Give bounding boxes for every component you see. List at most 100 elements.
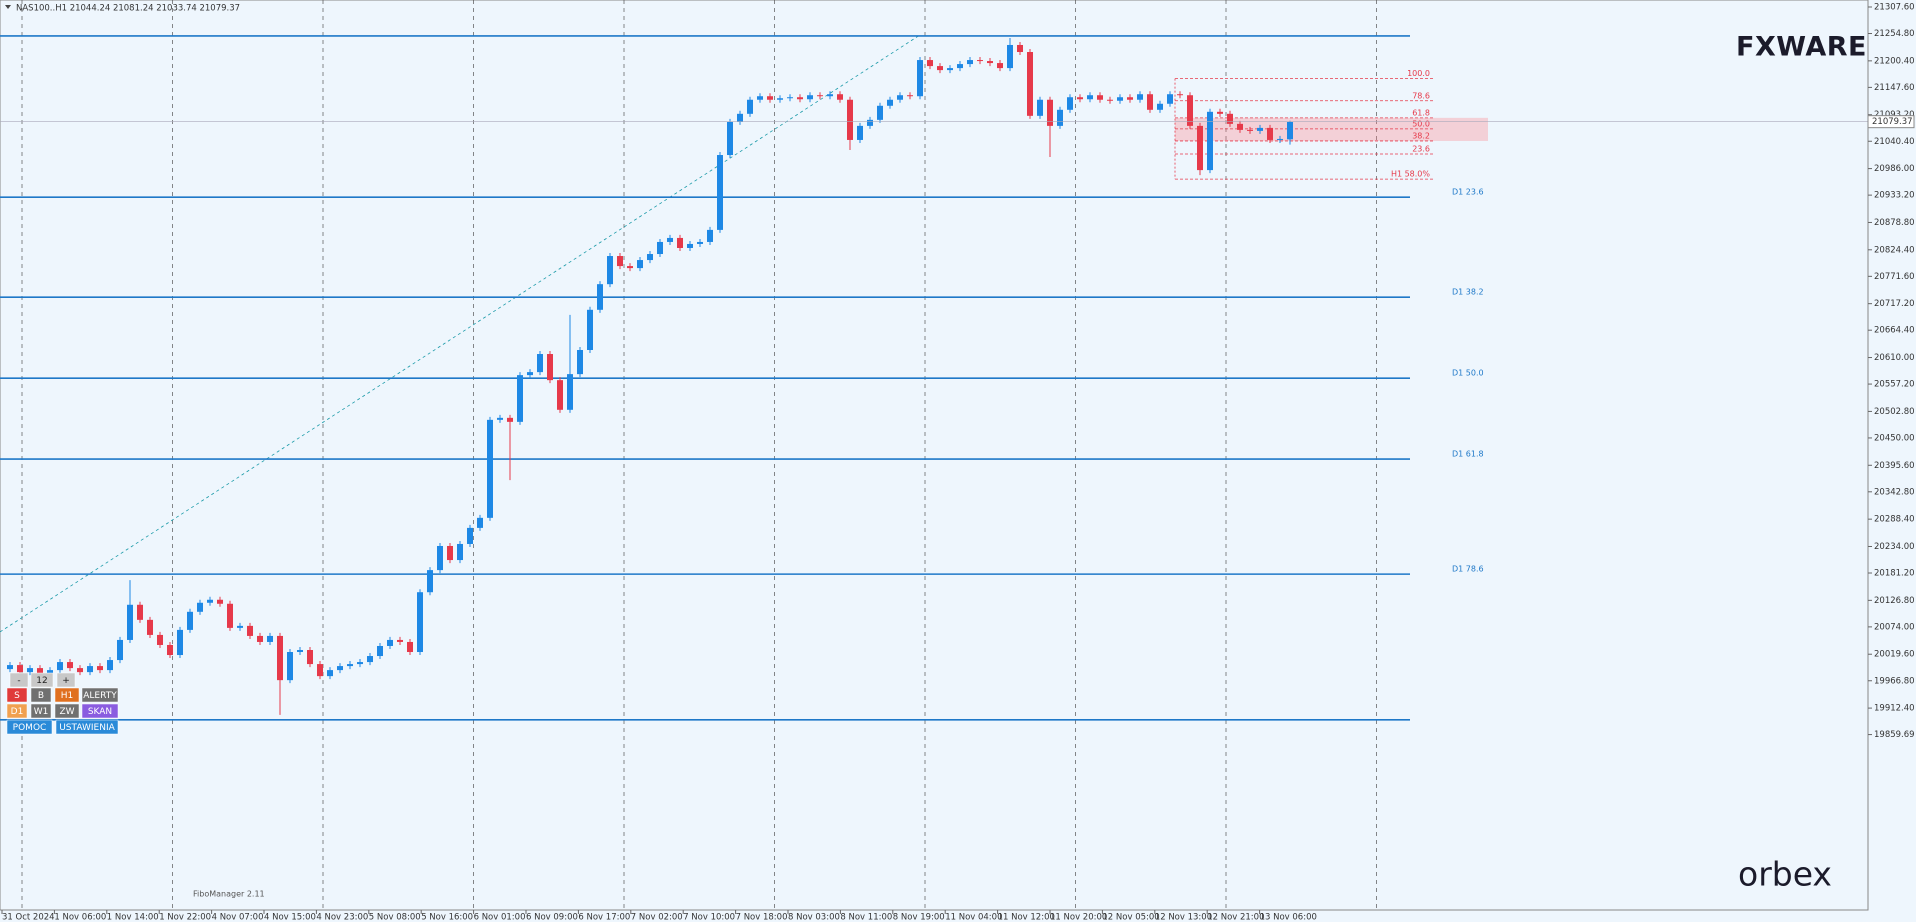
y-tick-label: 19859.69 xyxy=(1874,730,1915,740)
candle-body xyxy=(587,309,593,350)
button[interactable]: H1 xyxy=(54,687,80,703)
candle-body xyxy=(277,635,283,681)
current-price-label: 21079.37 xyxy=(1872,117,1913,127)
button-label: B xyxy=(38,691,44,701)
button-label: SKAN xyxy=(88,707,112,717)
candle-body xyxy=(1107,99,1113,101)
candle-body xyxy=(937,66,943,71)
candle-body xyxy=(1167,94,1173,104)
candle-body xyxy=(467,527,473,544)
candle-body xyxy=(677,237,683,248)
candle-body xyxy=(1097,95,1103,100)
candle-body xyxy=(217,599,223,604)
candle-body xyxy=(927,60,933,67)
button[interactable]: USTAWIENIA xyxy=(55,719,119,735)
candle-body xyxy=(267,635,273,642)
y-tick-label: 21200.40 xyxy=(1874,56,1915,66)
candle-body xyxy=(977,60,983,62)
level-label: D1 61.8 xyxy=(1452,450,1484,459)
candle-body xyxy=(307,650,313,665)
candle-body xyxy=(387,639,393,646)
candle-body xyxy=(607,256,613,285)
candle-body xyxy=(1157,103,1163,110)
candle-body xyxy=(167,644,173,656)
button-bg xyxy=(6,687,28,703)
x-tick-label: 1 Nov 06:00 xyxy=(54,913,106,922)
candle-body xyxy=(1137,94,1143,100)
y-tick-label: 21040.40 xyxy=(1874,137,1915,147)
button-label: ZW xyxy=(59,707,74,717)
candle-body xyxy=(1187,95,1193,126)
candle-body xyxy=(957,64,963,69)
candle-body xyxy=(197,602,203,612)
button[interactable]: POMOC xyxy=(6,719,53,735)
x-tick-label: 5 Nov 16:00 xyxy=(421,913,473,922)
candle-body xyxy=(117,639,123,661)
candle-body xyxy=(287,652,293,681)
plot-area xyxy=(0,0,1869,911)
candle-body xyxy=(357,662,363,665)
x-tick-label: 12 Nov 13:00 xyxy=(1155,913,1212,922)
candle-body xyxy=(27,668,33,673)
candle-body xyxy=(37,668,43,677)
level-label: D1 38.2 xyxy=(1452,288,1484,297)
y-tick-label: 20074.00 xyxy=(1874,622,1915,632)
logo-fxware: FXWARE xyxy=(1736,32,1867,63)
x-tick-label: 7 Nov 18:00 xyxy=(736,913,788,922)
x-tick-label: 7 Nov 02:00 xyxy=(631,913,683,922)
fibo-label: H1 58.0% xyxy=(1391,170,1430,179)
candle-body xyxy=(767,96,773,100)
x-tick-label: 11 Nov 04:00 xyxy=(945,913,1002,922)
x-tick-label: 1 Nov 14:00 xyxy=(107,913,159,922)
candle-body xyxy=(847,99,853,140)
candle-body xyxy=(787,97,793,99)
y-tick-label: 20126.80 xyxy=(1874,596,1915,606)
candle-body xyxy=(397,639,403,642)
candle-body xyxy=(687,243,693,248)
button-label: POMOC xyxy=(13,723,47,733)
candle-body xyxy=(1037,99,1043,116)
candle-body xyxy=(1277,138,1283,140)
candle-body xyxy=(97,666,103,671)
button[interactable]: 12 xyxy=(30,672,54,688)
fibo-label: 78.6 xyxy=(1412,91,1430,100)
candle-body xyxy=(1267,127,1273,140)
button[interactable]: + xyxy=(56,672,76,688)
fibo-label: 50.0 xyxy=(1412,119,1430,128)
candle-body xyxy=(717,155,723,230)
button[interactable]: ZW xyxy=(54,703,80,719)
button-label: S xyxy=(14,691,20,701)
button-bg xyxy=(6,719,53,735)
candle-body xyxy=(987,61,993,64)
candle-body xyxy=(517,375,523,422)
candle-body xyxy=(727,121,733,156)
candle-body xyxy=(77,668,83,673)
y-tick-label: 21307.60 xyxy=(1874,2,1915,12)
x-tick-label: 6 Nov 17:00 xyxy=(578,913,630,922)
button[interactable]: B xyxy=(30,687,52,703)
candle-body xyxy=(887,99,893,106)
candle-body xyxy=(337,666,343,671)
button-label: W1 xyxy=(34,707,49,717)
button[interactable]: S xyxy=(6,687,28,703)
candle-body xyxy=(807,95,813,100)
button[interactable]: D1 xyxy=(6,703,28,719)
y-tick-label: 20610.00 xyxy=(1874,353,1915,363)
indicator-name: FiboManager 2.11 xyxy=(193,890,265,899)
button[interactable]: SKAN xyxy=(81,703,119,719)
symbol-header: NAS100..H1 21044.24 21081.24 21033.74 21… xyxy=(16,4,240,14)
button-bg xyxy=(6,703,28,719)
button[interactable]: W1 xyxy=(30,703,52,719)
candle-body xyxy=(567,374,573,410)
x-tick-label: 6 Nov 01:00 xyxy=(474,913,526,922)
button[interactable]: - xyxy=(9,672,29,688)
fibo-label: 61.8 xyxy=(1412,108,1430,117)
candle-body xyxy=(377,645,383,657)
candle-body xyxy=(877,105,883,120)
candle-body xyxy=(697,241,703,244)
x-tick-label: 7 Nov 10:00 xyxy=(683,913,735,922)
button[interactable]: ALERTY xyxy=(81,687,119,703)
candle-body xyxy=(857,125,863,140)
button-bg xyxy=(30,703,52,719)
